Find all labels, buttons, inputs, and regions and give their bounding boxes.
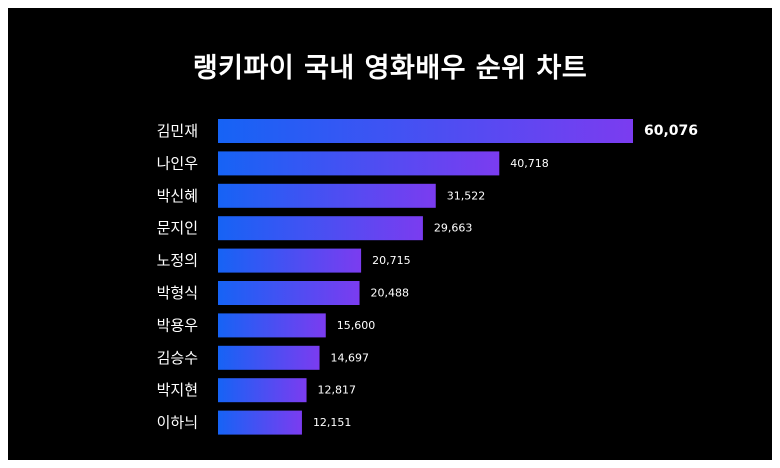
category-label: 박지현 <box>157 381 198 399</box>
category-label: 노정의 <box>157 252 198 270</box>
bar <box>218 281 360 305</box>
bar <box>218 410 302 435</box>
category-label: 박형식 <box>157 284 198 302</box>
value-label: 29,663 <box>434 222 473 235</box>
category-label: 김승수 <box>157 349 198 367</box>
bar <box>218 151 500 176</box>
bar <box>218 216 423 241</box>
category-label: 이하늬 <box>157 414 198 432</box>
value-label: 40,718 <box>510 157 549 170</box>
bar <box>218 378 307 403</box>
chart-title: 랭키파이 국내 영화배우 순위 차트 <box>192 53 588 84</box>
bar <box>218 345 320 370</box>
category-label: 박신혜 <box>157 187 198 205</box>
value-label: 15,600 <box>337 319 376 332</box>
category-label: 김민재 <box>157 122 198 140</box>
category-label: 박용우 <box>157 316 199 334</box>
value-label: 60,076 <box>644 123 698 139</box>
category-label: 문지인 <box>157 219 198 237</box>
value-label: 31,522 <box>447 189 486 202</box>
value-label: 12,817 <box>318 384 357 397</box>
category-label: 나인우 <box>157 154 199 172</box>
bar <box>218 313 326 338</box>
bar <box>218 248 362 273</box>
bar <box>218 183 436 208</box>
value-label: 20,715 <box>372 254 411 267</box>
value-label: 20,488 <box>371 287 410 300</box>
value-label: 12,151 <box>313 416 352 429</box>
value-label: 14,697 <box>331 351 370 364</box>
bar <box>218 119 633 143</box>
